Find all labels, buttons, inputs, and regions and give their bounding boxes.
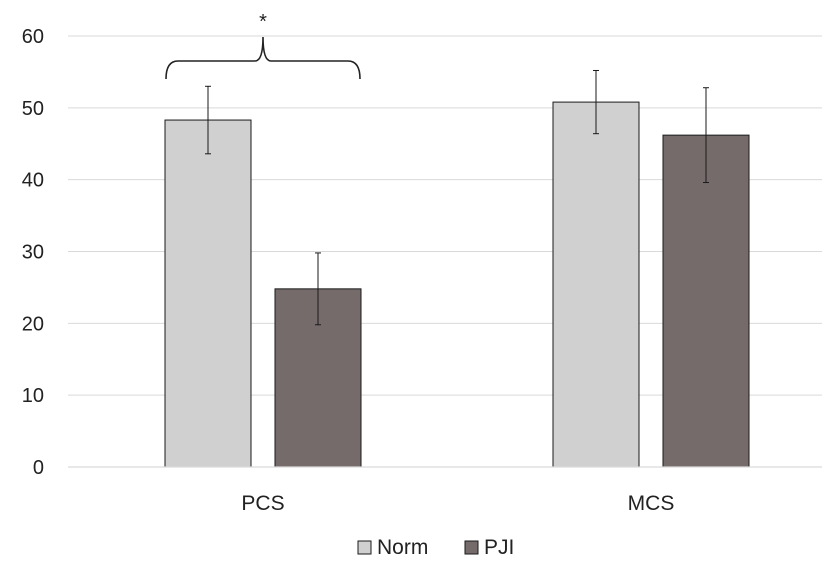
significance-star: *	[259, 11, 267, 33]
bar-norm-pcs	[164, 119, 252, 468]
error-bar	[703, 87, 709, 184]
error-bar	[205, 85, 211, 155]
x-axis: PCS MCS	[241, 492, 674, 515]
y-tick-label: 0	[33, 457, 44, 479]
significance-bracket	[165, 36, 361, 80]
y-tick-label: 60	[22, 26, 44, 48]
error-bar	[593, 69, 599, 135]
y-tick-label: 30	[22, 242, 44, 264]
legend-label: Norm	[377, 536, 428, 559]
x-tick-label: PCS	[241, 492, 284, 515]
legend-item-norm: Norm	[357, 536, 428, 559]
y-tick-label: 20	[22, 313, 44, 335]
y-tick-label: 50	[22, 98, 44, 120]
error-bar	[315, 252, 321, 326]
bars	[164, 101, 750, 468]
legend-swatch	[464, 540, 479, 555]
significance-annotation: *	[165, 11, 361, 80]
x-tick-label: MCS	[628, 492, 675, 515]
legend-swatch	[357, 540, 372, 555]
legend-item-pji: PJI	[464, 536, 514, 559]
legend: Norm PJI	[357, 536, 514, 559]
y-tick-label: 40	[22, 170, 44, 192]
bar-pji-mcs	[662, 134, 750, 468]
error-bars	[205, 69, 709, 326]
bar-norm-mcs	[552, 101, 640, 468]
y-tick-label: 10	[22, 385, 44, 407]
y-axis: 0 10 20 30 40 50 60	[22, 26, 44, 479]
legend-label: PJI	[484, 536, 514, 559]
